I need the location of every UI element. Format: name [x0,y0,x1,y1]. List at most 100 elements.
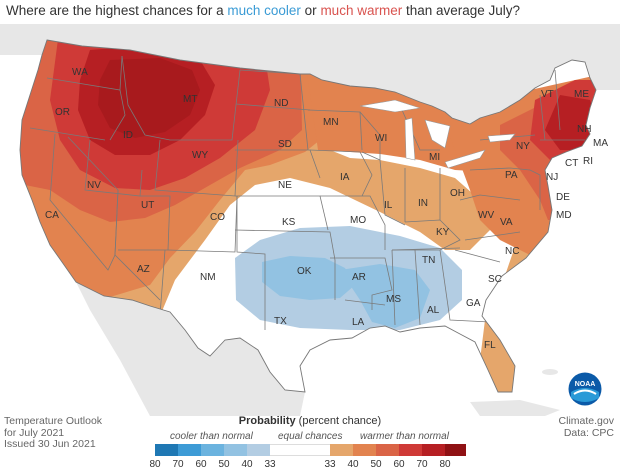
lake-michigan [404,117,416,161]
legend-warm-swatch [353,444,376,456]
legend-cool-swatch [178,444,201,456]
legend-cool-tick: 60 [195,459,207,470]
state-label-ia: IA [340,172,350,183]
state-label-va: VA [500,217,513,228]
state-label-tx: TX [274,316,287,327]
legend-warm-tick: 50 [370,459,382,470]
legend-warm-swatch [422,444,445,456]
state-label-ny: NY [516,141,530,152]
state-label-tn: TN [422,255,436,266]
state-label-nh: NH [577,124,592,135]
legend-cool-tick: 50 [218,459,230,470]
source-site: Climate.gov [558,415,614,427]
legend-cool-tick: 80 [149,459,161,470]
legend-warm-tick: 40 [347,459,359,470]
state-label-ky: KY [436,227,450,238]
cool-40-50-a [262,256,355,300]
state-label-al: AL [427,305,440,316]
cool-40-50-b [340,264,430,328]
state-label-ut: UT [141,200,155,211]
state-label-vt: VT [541,89,554,100]
noaa-logo: NOAA [568,372,602,406]
mexico-land [76,282,305,416]
lake-erie [444,149,486,169]
legend-equal-label: equal chances [278,431,343,442]
legend-warm-tick: 60 [393,459,405,470]
legend-warm-tick: 70 [416,459,428,470]
state-label-sc: SC [488,274,502,285]
legend-cool-tick: 70 [172,459,184,470]
state-label-wv: WV [478,210,495,221]
state-label-wy: WY [192,150,209,161]
outlook-period: for July 2021 [4,426,65,439]
lake-ontario [487,133,516,143]
legend-title: Probability (percent chance) [238,415,382,427]
state-label-mn: MN [323,117,339,128]
state-boundaries [29,55,585,330]
lake-huron [424,119,451,149]
issue-date: Issued 30 Jun 2021 [4,438,96,450]
legend-cool-tick: 40 [241,459,253,470]
legend-equal-swatch [270,444,330,456]
state-label-ar: AR [352,272,366,283]
state-label-ks: KS [282,217,296,228]
data-source: Data: CPC [563,426,614,439]
legend-cool-swatch [155,444,178,456]
legend-cool-tick: 33 [264,459,276,470]
legend-warm-tick: 33 [324,459,336,470]
state-label-oh: OH [450,188,465,199]
state-label-ga: GA [466,298,481,309]
state-label-id: ID [123,130,133,141]
state-label-pa: PA [505,170,518,181]
warm-70-80-core [78,45,215,155]
state-label-in: IN [418,198,428,209]
cuba-land [470,400,560,416]
state-label-fl: FL [484,340,496,351]
legend-cool-swatch [201,444,224,456]
legend-warmer-label: warmer than normal [360,431,449,442]
state-label-ri: RI [583,156,593,167]
title-warm-phrase: much warmer [320,3,403,18]
state-label-nd: ND [274,98,289,109]
state-label-ma: MA [593,138,608,149]
probability-legend: Probability (percent chance) cooler than… [149,415,470,473]
legend-cool-swatch [224,444,247,456]
state-label-mt: MT [183,94,198,105]
state-label-nj: NJ [546,172,559,183]
state-label-il: IL [384,200,393,211]
state-label-wa: WA [72,67,88,78]
state-label-az: AZ [137,264,150,275]
state-label-ne: NE [278,180,292,191]
island [542,369,558,375]
outlook-info: Temperature Outlook for July 2021 Issued… [4,415,103,451]
state-label-ct: CT [565,158,579,169]
noaa-logo-text: NOAA [575,381,596,388]
state-label-de: DE [556,192,570,203]
state-label-ms: MS [386,294,401,305]
state-label-wi: WI [375,133,388,144]
state-label-mo: MO [350,215,367,226]
lake-superior [359,99,421,113]
state-label-nm: NM [200,272,216,283]
state-label-nv: NV [87,180,101,191]
title-cool-phrase: much cooler [227,3,301,18]
state-label-md: MD [556,210,572,221]
state-label-co: CO [210,212,225,223]
state-label-me: ME [574,89,589,100]
legend-warm-swatch [445,444,466,456]
state-label-sd: SD [278,139,292,150]
legend-warm-swatch [376,444,399,456]
legend-cooler-label: cooler than normal [170,431,253,442]
state-label-la: LA [352,317,365,328]
state-label-mi: MI [429,152,441,163]
source-info: Climate.gov Data: CPC [558,415,614,439]
state-label-ok: OK [297,266,312,277]
legend-cool-swatch [247,444,270,456]
us-temperature-outlook-map [0,24,620,416]
outlook-type: Temperature Outlook [4,415,103,427]
legend-warm-swatch [399,444,422,456]
state-label-ca: CA [45,210,59,221]
legend-warm-tick: 80 [439,459,451,470]
state-label-nc: NC [505,246,520,257]
state-label-or: OR [55,107,70,118]
